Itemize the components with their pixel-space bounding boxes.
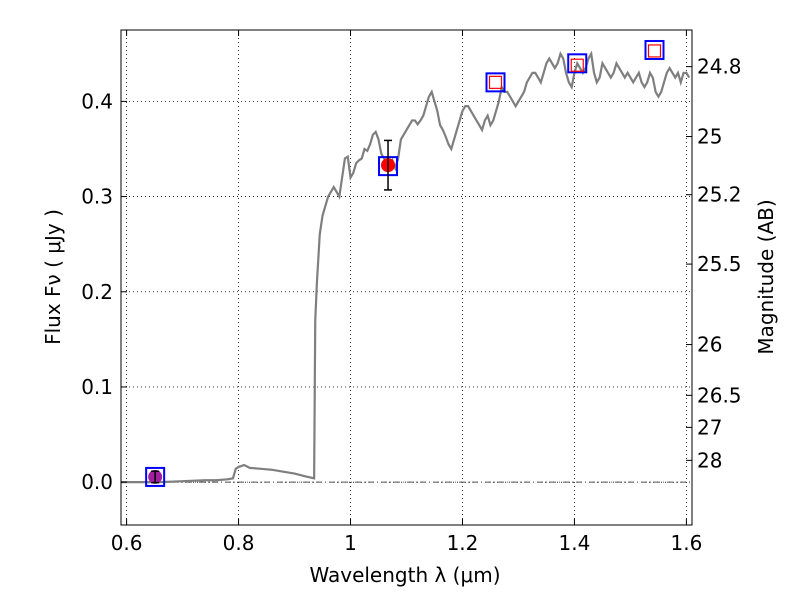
grid-lines — [121, 30, 692, 525]
y-axis-label: Flux Fν ( μJy ) — [41, 209, 65, 345]
photometry-box — [644, 39, 665, 60]
x-tick-label: 0.8 — [223, 531, 255, 555]
x-tick-label: 1.6 — [670, 531, 702, 555]
photometry-limit — [647, 44, 662, 58]
y-tick-label: 0.3 — [81, 185, 113, 209]
x-tick-label: 1.4 — [559, 531, 591, 555]
y-tick-label: 0.0 — [81, 470, 113, 494]
photometry-limit — [488, 75, 503, 89]
axis-ticks: 0.6 0.8 1 1.2 1.4 1.6 0.0 0.1 0.2 0.3 0.4 24.8 25 25.… — [81, 30, 742, 555]
mag-tick-label: 25.2 — [697, 183, 742, 207]
x-tick-label: 1.2 — [447, 531, 479, 555]
plot-frame — [120, 29, 693, 526]
photometry-limit — [570, 58, 584, 72]
y-tick-label: 0.2 — [81, 280, 113, 304]
right-axis-label: Magnitude (AB) — [754, 199, 778, 354]
mag-tick-label: 25 — [697, 125, 722, 149]
photometry-box — [145, 466, 166, 487]
mag-tick-label: 24.8 — [697, 55, 742, 79]
model-spectrum-line — [121, 50, 691, 484]
mag-tick-label: 27 — [697, 415, 722, 439]
x-tick-label: 0.6 — [111, 531, 143, 555]
photometry-points — [145, 39, 665, 487]
photometry-box — [485, 72, 506, 93]
mag-tick-label: 28 — [697, 448, 722, 472]
y-tick-label: 0.1 — [81, 375, 113, 399]
mag-tick-label: 26 — [697, 333, 722, 357]
y-tick-label: 0.4 — [81, 89, 113, 113]
mag-tick-label: 25.5 — [697, 252, 742, 276]
mag-tick-label: 26.5 — [697, 383, 742, 407]
photometry-box — [567, 53, 588, 74]
x-axis-label: Wavelength λ (μm) — [309, 563, 500, 587]
x-tick-label: 1 — [344, 531, 357, 555]
